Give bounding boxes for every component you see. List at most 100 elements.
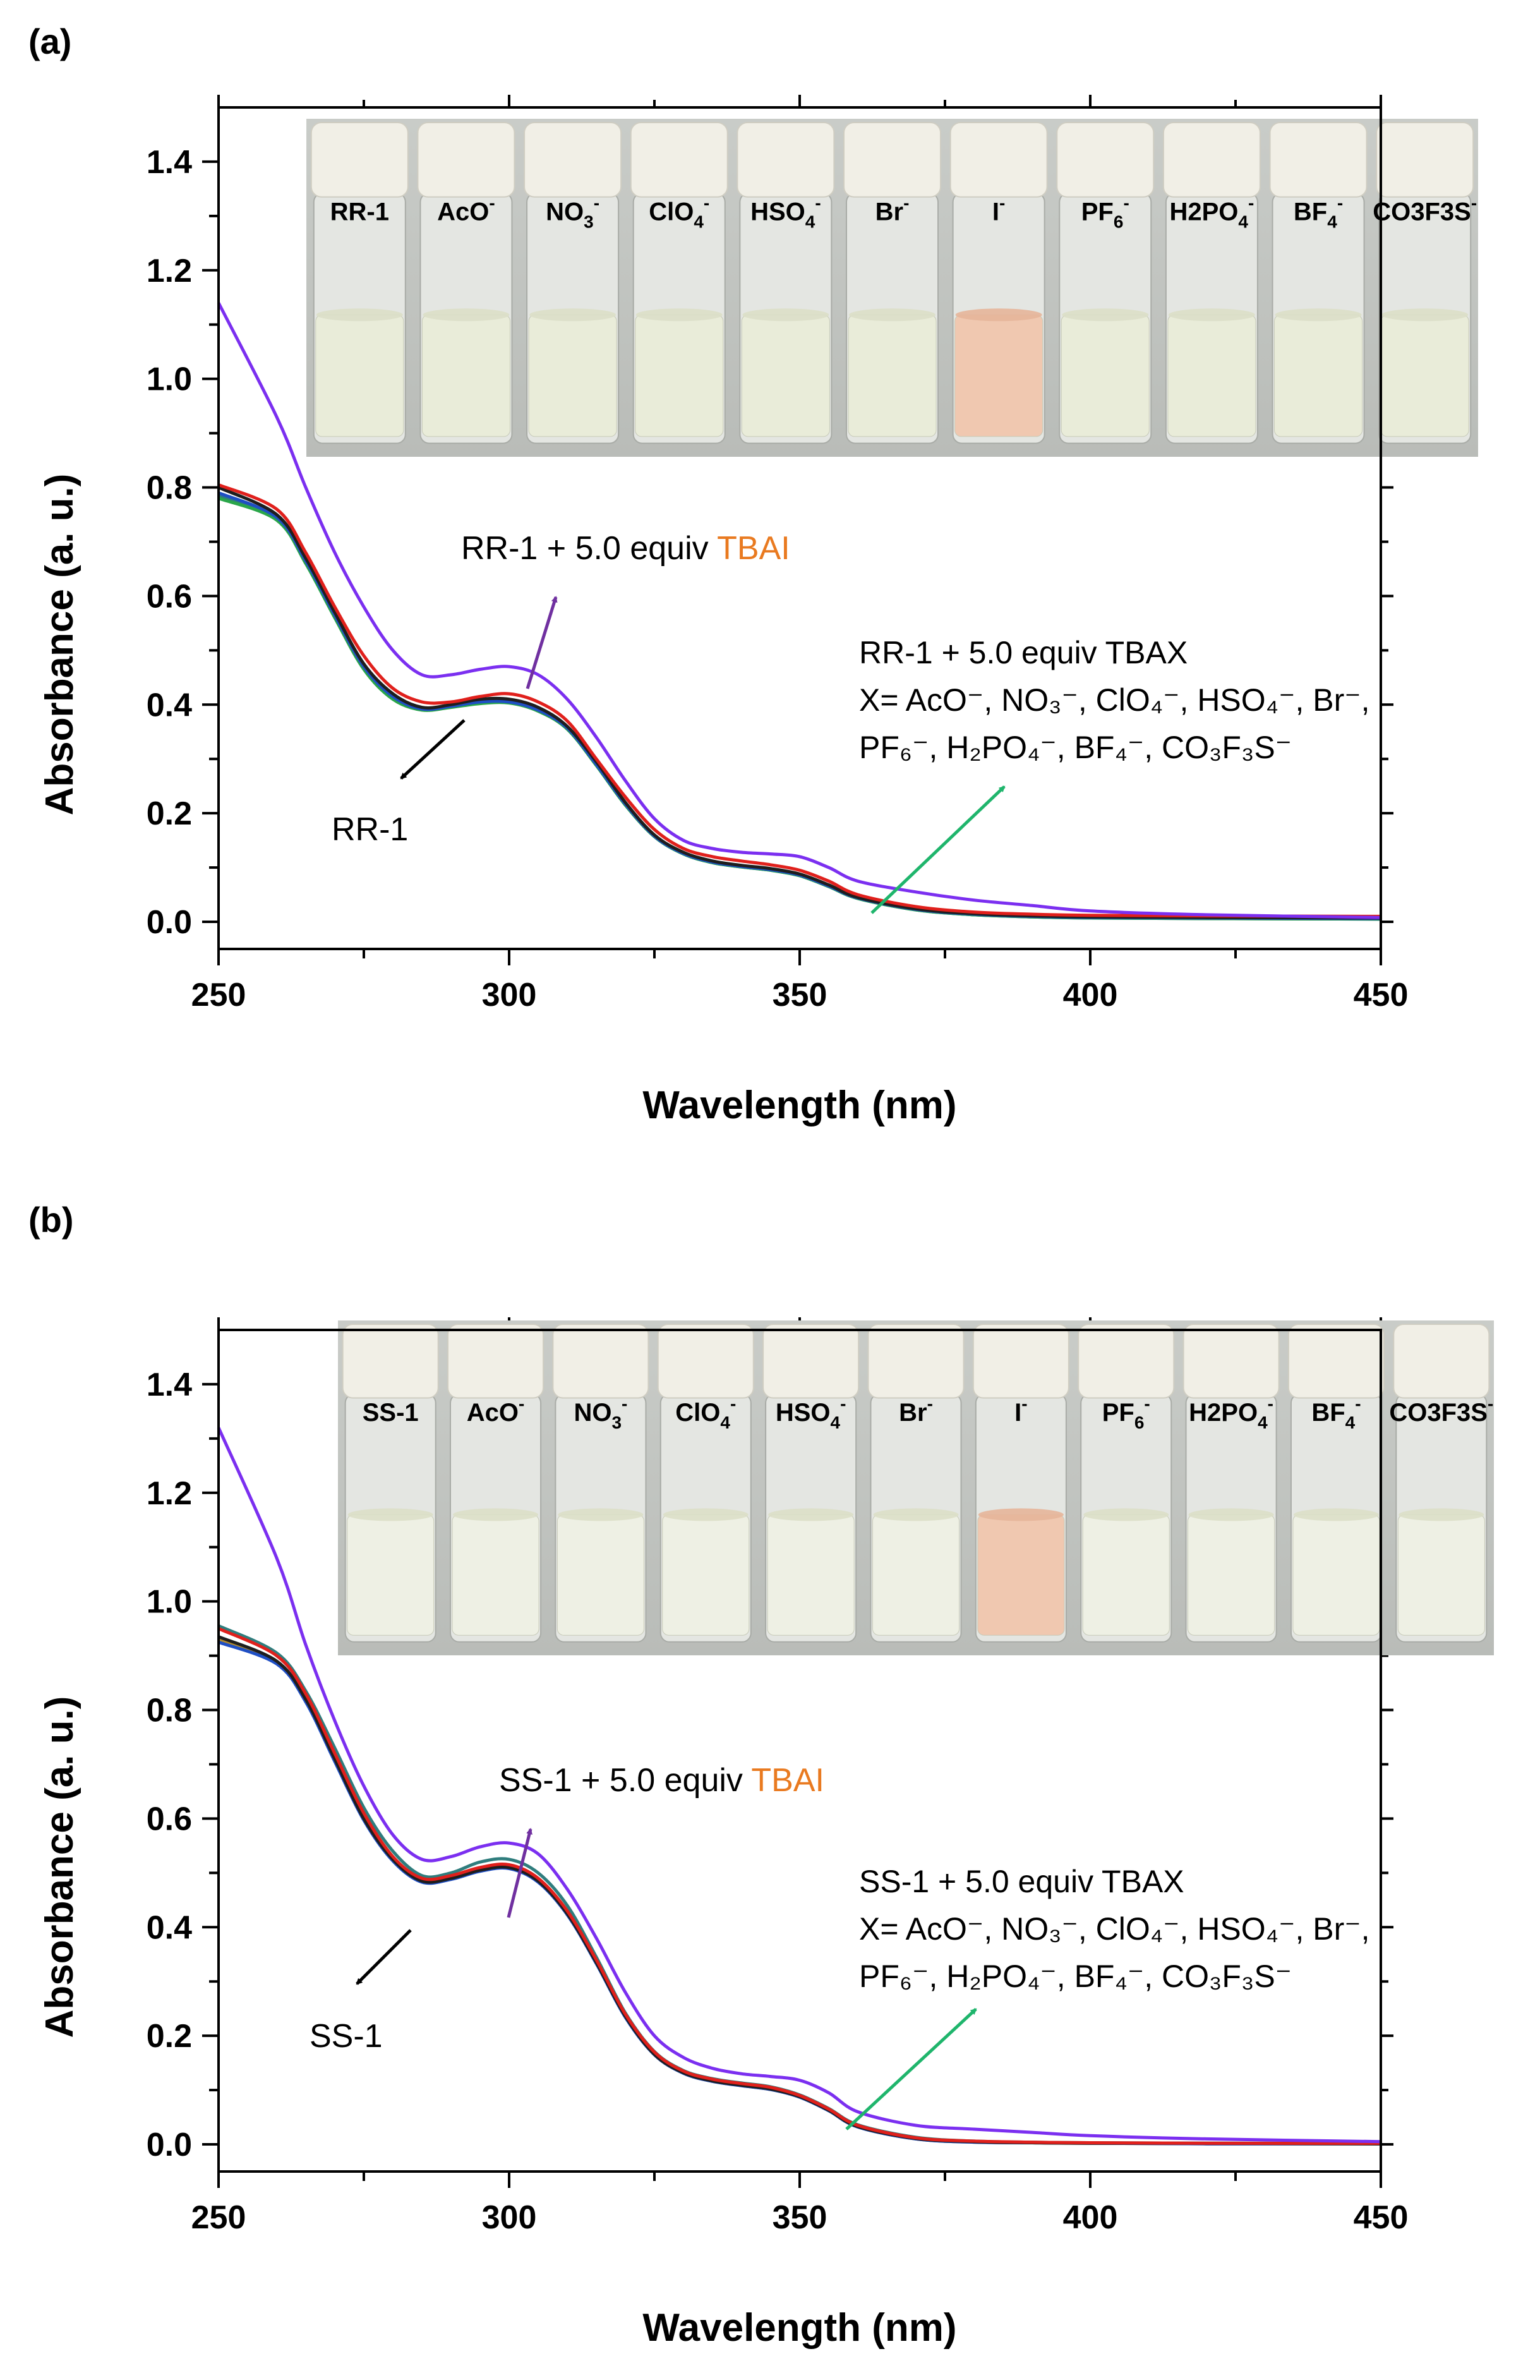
vial-meniscus	[978, 1508, 1064, 1521]
plot-area: 0.0 0.2 0.4 0.6 0.8 1.0 1.2 1.4 250 300 350 400 450…	[147, 95, 1478, 1013]
x-tick-label: 300	[482, 2199, 537, 2236]
vial-solution	[421, 314, 510, 437]
y-tick-label: 0.2	[147, 2018, 192, 2055]
free-ligand-label: SS-1	[310, 2018, 383, 2055]
y-tick-label: 1.4	[147, 1367, 192, 1403]
x-axis-label: Wavelength (nm)	[642, 2306, 956, 2350]
vial: PF6-	[1056, 122, 1155, 444]
vial-cap	[630, 122, 728, 198]
vial-meniscus	[1399, 1508, 1484, 1521]
panel-a: (a) 0.0 0.2 0.4 0.6 0.8 1.0 1.2 1.4 250 300 350 40…	[28, 21, 1478, 1127]
vial: ClO4-	[630, 122, 728, 444]
y-axis-label: Absorbance (a. u.)	[38, 474, 81, 816]
vial: AcO-	[417, 122, 515, 444]
plot-frame	[217, 1329, 1382, 2173]
vial-label: BF4-	[1311, 1394, 1361, 1432]
y-tick-label: 0.0	[147, 2127, 192, 2163]
vial-solution	[528, 314, 617, 437]
vial-meniscus	[1168, 308, 1255, 322]
vial: I-	[949, 122, 1048, 444]
vial-cap	[1182, 1324, 1280, 1399]
vial-meniscus	[955, 308, 1042, 322]
y-tick-label: 0.8	[147, 470, 192, 507]
vial-cap	[867, 1324, 965, 1399]
vial-label: ClO4-	[649, 193, 709, 232]
vial-solution	[1167, 314, 1256, 437]
vial-label: I-	[1014, 1394, 1027, 1427]
y-tick-label: 0.8	[147, 1693, 192, 1729]
plot-area: 0.0 0.2 0.4 0.6 0.8 1.0 1.2 1.4 250 300 350 400 450…	[147, 1317, 1494, 2236]
vial-solution	[848, 314, 937, 437]
vial-cap	[447, 1324, 544, 1399]
y-tick-label: 0.6	[147, 1801, 192, 1837]
series-lines	[217, 302, 1381, 921]
vial-solution	[1061, 314, 1150, 437]
x-tick-label: 400	[1063, 977, 1118, 1013]
vial-label: SS-1	[363, 1399, 419, 1427]
vial-solution	[662, 1514, 750, 1636]
panel-label: (b)	[28, 1200, 74, 1240]
vial-label: PF6-	[1081, 193, 1129, 232]
vial-solution	[1082, 1514, 1170, 1636]
panel-label: (a)	[28, 21, 71, 61]
vial-label: H2PO4-	[1189, 1394, 1273, 1432]
x-tick-label: 350	[773, 2199, 827, 2236]
x-tick-label: 400	[1063, 2199, 1118, 2236]
y-ticks: 0.0 0.2 0.4 0.6 0.8 1.0 1.2 1.4	[147, 1367, 1393, 2163]
series-line	[217, 1624, 1381, 2145]
vial-meniscus	[873, 1508, 959, 1521]
vial: I-	[972, 1324, 1069, 1643]
vial-solution	[954, 314, 1044, 437]
y-tick-label: 1.0	[147, 1584, 192, 1621]
vial-label: HSO4-	[750, 193, 821, 232]
x-tick-label: 450	[1354, 2199, 1409, 2236]
tbax-line-2: X= AcO⁻, NO₃⁻, ClO₄⁻, HSO₄⁻, Br⁻,	[859, 1911, 1370, 1947]
vial-cap	[972, 1324, 1069, 1399]
vial-cap	[1269, 122, 1368, 198]
vial-cap	[949, 122, 1048, 198]
vial-solution	[872, 1514, 960, 1636]
series-lines	[217, 1427, 1381, 2146]
vial-solution	[1274, 314, 1363, 437]
vial-solution	[635, 314, 724, 437]
tbax-arrow	[870, 785, 1006, 914]
tbax-line-1: RR-1 + 5.0 equiv TBAX	[859, 635, 1188, 670]
tbai-arrow	[526, 596, 558, 689]
photo-inset: SS-1 AcO- NO3- ClO4- HSO4- Br- I- PF6- H2PO4- BF4…	[338, 1320, 1494, 1655]
vial-meniscus	[663, 1508, 749, 1521]
y-tick-label: 1.0	[147, 361, 192, 398]
vial-label: AcO-	[467, 1394, 525, 1427]
vial: CO3F3S-	[1389, 1324, 1493, 1643]
vial-solution	[315, 314, 404, 437]
y-axis-label: Absorbance (a. u.)	[38, 1696, 81, 2038]
vial: NO3-	[524, 122, 622, 444]
vial-label: Br-	[875, 193, 910, 226]
vial-cap	[342, 1324, 439, 1399]
free-ligand-arrow	[400, 719, 466, 780]
x-axis-label: Wavelength (nm)	[642, 1084, 956, 1127]
tbai-prefix: SS-1 + 5.0 equiv	[499, 1762, 751, 1799]
vial-meniscus	[423, 308, 510, 322]
vial-meniscus	[1275, 308, 1362, 322]
vial: PF6-	[1078, 1324, 1175, 1643]
vial-solution	[741, 314, 830, 437]
tbai-annotation: RR-1 + 5.0 equiv TBAI	[461, 530, 790, 567]
tbai-prefix: RR-1 + 5.0 equiv	[461, 530, 717, 567]
x-tick-label: 250	[191, 977, 246, 1013]
tbai-annotation: SS-1 + 5.0 equiv TBAI	[499, 1762, 824, 1799]
series-line	[218, 483, 1381, 918]
panel-b: (b) 0.0 0.2 0.4 0.6 0.8 1.0 1.2 1.4 250 300 350 40…	[28, 1200, 1494, 2350]
vial-label: RR-1	[330, 198, 389, 226]
vial-meniscus	[453, 1508, 539, 1521]
vial-cap	[1376, 122, 1474, 198]
vial-solution	[1380, 314, 1469, 437]
vial-label: CO3F3S-	[1389, 1394, 1493, 1427]
vial-solution	[977, 1514, 1065, 1636]
vial-meniscus	[1062, 308, 1149, 322]
vial-cap	[737, 122, 835, 198]
x-tick-label: 250	[191, 2199, 246, 2236]
vial-meniscus	[558, 1508, 644, 1521]
vial: CO3F3S-	[1373, 122, 1477, 444]
x-tick-label: 300	[482, 977, 537, 1013]
